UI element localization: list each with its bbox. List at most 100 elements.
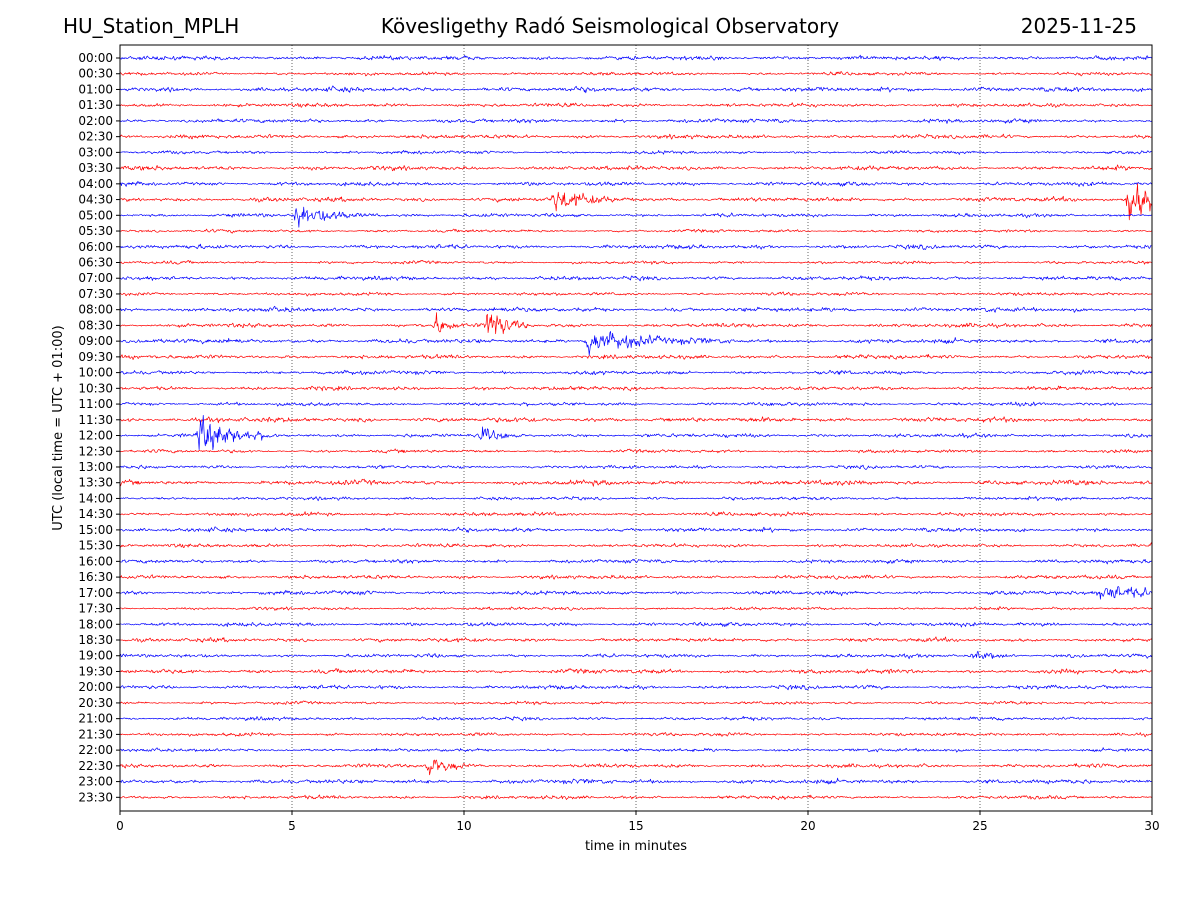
- trace-1800: [119, 621, 1153, 628]
- y-tick-label: 18:30: [78, 633, 113, 647]
- trace-1730: [119, 606, 1153, 611]
- trace-0200: [119, 118, 1153, 124]
- trace-0900: [119, 331, 1153, 356]
- y-tick-label: 22:30: [78, 759, 113, 773]
- trace-2030: [119, 700, 1153, 706]
- x-tick-label: 10: [456, 819, 471, 833]
- trace-1430: [119, 511, 1153, 517]
- y-tick-label: 07:30: [78, 287, 113, 301]
- trace-0300: [119, 149, 1153, 155]
- trace-1400: [119, 496, 1153, 502]
- x-tick-label: 0: [116, 819, 124, 833]
- y-tick-label: 10:30: [78, 381, 113, 395]
- trace-1000: [119, 369, 1153, 376]
- y-tick-label: 23:00: [78, 775, 113, 789]
- y-tick-label: 16:30: [78, 570, 113, 584]
- trace-1830: [119, 636, 1153, 643]
- y-tick-label: 14:00: [78, 491, 113, 505]
- x-tick-label: 30: [1144, 819, 1159, 833]
- seismic-traces: [119, 54, 1153, 801]
- y-tick-label: 07:00: [78, 271, 113, 285]
- trace-1100: [119, 401, 1153, 407]
- trace-2130: [119, 732, 1153, 738]
- trace-0730: [119, 291, 1153, 297]
- trace-1330: [119, 478, 1153, 487]
- trace-2000: [119, 684, 1153, 691]
- y-tick-label: 04:30: [78, 193, 113, 207]
- x-tick-label: 20: [800, 819, 815, 833]
- trace-0700: [119, 275, 1153, 282]
- trace-1900: [119, 650, 1153, 660]
- trace-1500: [119, 526, 1153, 533]
- y-tick-label: 20:00: [78, 680, 113, 694]
- y-tick-label: 23:30: [78, 790, 113, 804]
- y-tick-label: 05:30: [78, 224, 113, 238]
- station-name: HU_Station_MPLH: [63, 14, 240, 38]
- x-axis-ticks: 0 5 10 15 20 25 30: [116, 811, 1160, 833]
- trace-0100: [119, 85, 1153, 94]
- trace-1530: [119, 542, 1153, 549]
- trace-0830: [119, 312, 1153, 335]
- trace-1300: [119, 464, 1153, 470]
- trace-1600: [119, 558, 1153, 565]
- trace-2230: [119, 759, 1153, 776]
- y-tick-label: 01:00: [78, 82, 113, 96]
- y-tick-label: 21:30: [78, 727, 113, 741]
- y-tick-label: 03:00: [78, 145, 113, 159]
- trace-2100: [119, 715, 1153, 722]
- trace-1030: [119, 385, 1153, 392]
- trace-0600: [119, 243, 1153, 250]
- trace-0000: [119, 54, 1153, 62]
- y-tick-label: 16:00: [78, 554, 113, 568]
- observatory-title: Kövesligethy Radó Seismological Observat…: [380, 14, 840, 38]
- trace-1230: [119, 448, 1153, 454]
- y-tick-label: 20:30: [78, 696, 113, 710]
- trace-1700: [119, 586, 1153, 600]
- y-tick-label: 00:00: [78, 51, 113, 65]
- trace-0330: [119, 164, 1153, 172]
- trace-2330: [119, 794, 1153, 801]
- y-tick-label: 02:30: [78, 130, 113, 144]
- y-tick-label: 14:30: [78, 507, 113, 521]
- y-tick-label: 13:30: [78, 476, 113, 490]
- y-tick-label: 17:30: [78, 602, 113, 616]
- y-tick-label: 02:00: [78, 114, 113, 128]
- y-tick-label: 15:30: [78, 539, 113, 553]
- y-tick-label: 17:00: [78, 586, 113, 600]
- x-axis-label: time in minutes: [585, 839, 687, 854]
- trace-0430: [119, 183, 1153, 221]
- trace-0130: [119, 102, 1153, 108]
- y-tick-label: 01:30: [78, 98, 113, 112]
- trace-2300: [119, 777, 1153, 785]
- y-tick-label: 00:30: [78, 67, 113, 81]
- y-tick-label: 04:00: [78, 177, 113, 191]
- y-tick-label: 03:30: [78, 161, 113, 175]
- trace-0230: [119, 133, 1153, 140]
- trace-0530: [119, 228, 1153, 234]
- y-tick-label: 13:00: [78, 460, 113, 474]
- record-date: 2025-11-25: [1020, 14, 1137, 38]
- y-tick-label: 12:00: [78, 429, 113, 443]
- y-tick-label: 10:00: [78, 366, 113, 380]
- y-tick-label: 08:30: [78, 318, 113, 332]
- y-tick-label: 06:00: [78, 240, 113, 254]
- y-tick-label: 09:30: [78, 350, 113, 364]
- y-tick-label: 08:00: [78, 303, 113, 317]
- trace-2200: [119, 747, 1153, 753]
- trace-0930: [119, 353, 1153, 360]
- y-tick-label: 19:00: [78, 649, 113, 663]
- y-tick-label: 22:00: [78, 743, 113, 757]
- y-axis-label: UTC (local time = UTC + 01:00): [51, 325, 66, 530]
- y-tick-label: 11:00: [78, 397, 113, 411]
- y-tick-label: 06:30: [78, 255, 113, 269]
- y-tick-label: 19:30: [78, 664, 113, 678]
- gridlines: [291, 45, 981, 811]
- trace-1200: [119, 414, 1153, 451]
- y-tick-label: 12:30: [78, 444, 113, 458]
- x-tick-label: 25: [972, 819, 987, 833]
- trace-0630: [119, 260, 1153, 265]
- trace-0500: [119, 206, 1152, 228]
- y-tick-label: 21:00: [78, 712, 113, 726]
